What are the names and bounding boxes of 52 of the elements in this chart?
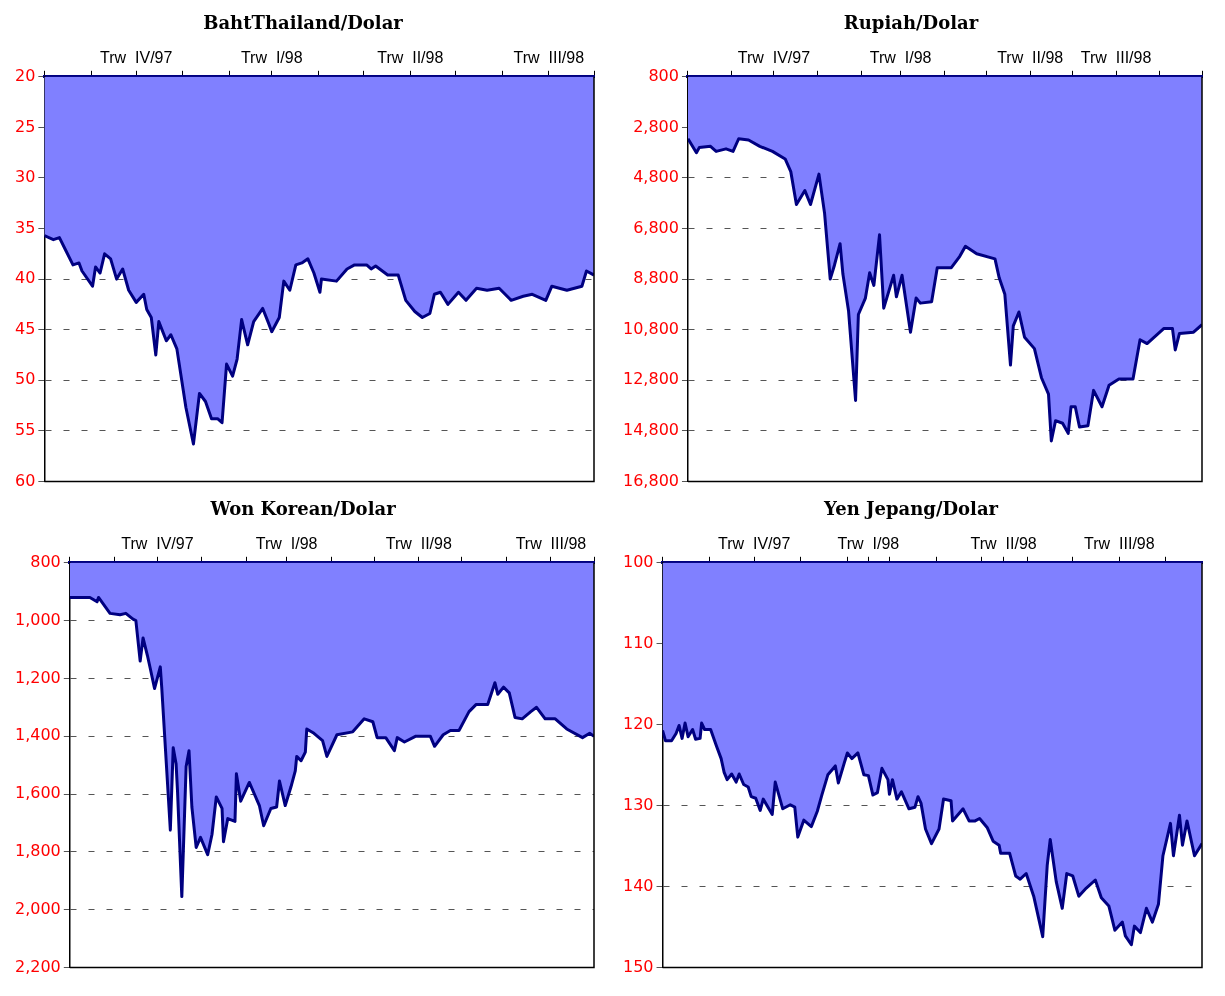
y-tick-label: 110 (622, 632, 654, 652)
x-tick-label: Trw III/98 (1084, 534, 1155, 552)
chart-title: Won Korean/Dolar (209, 498, 397, 520)
x-tick-label: Trw III/98 (515, 534, 587, 552)
y-tick-label: 20 (15, 65, 36, 85)
y-tick-label: 50 (15, 369, 36, 389)
y-tick-label: 150 (622, 956, 654, 976)
y-tick-label: 1,800 (14, 840, 61, 860)
y-tick-label: 130 (622, 794, 654, 814)
x-tick-label: Trw I/98 (255, 534, 318, 552)
y-tick-label: 1,000 (14, 609, 61, 629)
y-tick-label: 2,200 (14, 956, 61, 976)
y-tick-label: 14,800 (623, 419, 679, 439)
y-tick-label: 8,800 (633, 268, 679, 288)
x-tick-label: Trw IV/97 (100, 48, 173, 66)
y-tick-label: 800 (30, 551, 61, 571)
y-tick-label: 12,800 (623, 369, 679, 389)
x-tick-label: Trw I/98 (837, 534, 900, 552)
y-tick-label: 1,600 (14, 783, 61, 803)
y-tick-label: 10,800 (623, 318, 679, 338)
y-tick-label: 120 (622, 713, 654, 733)
y-tick-label: 6,800 (633, 217, 679, 237)
y-tick-label: 16,800 (623, 470, 679, 490)
x-tick-label: Trw II/98 (970, 534, 1037, 552)
y-tick-label: 40 (15, 268, 36, 288)
x-tick-label: Trw IV/97 (737, 48, 811, 66)
y-tick-label: 2,000 (14, 898, 61, 918)
x-tick-label: Trw I/98 (240, 48, 303, 66)
y-tick-label: 45 (15, 318, 36, 338)
y-tick-label: 55 (15, 419, 36, 439)
chart-title: BahtThailand/Dolar (203, 12, 404, 34)
x-tick-label: Trw II/98 (385, 534, 452, 552)
y-tick-label: 140 (622, 875, 654, 895)
y-tick-label: 800 (648, 65, 679, 85)
y-tick-label: 2,800 (633, 116, 679, 136)
x-tick-label: Trw IV/97 (718, 534, 791, 552)
x-tick-label: Trw IV/97 (121, 534, 194, 552)
x-tick-label: Trw II/98 (377, 48, 444, 66)
x-tick-label: Trw I/98 (869, 48, 932, 66)
chart-title: Rupiah/Dolar (843, 12, 979, 34)
y-tick-label: 35 (15, 217, 36, 237)
y-tick-label: 25 (15, 116, 36, 136)
y-tick-label: 1,200 (14, 667, 61, 687)
y-tick-label: 1,400 (14, 725, 61, 745)
x-tick-label: Trw II/98 (997, 48, 1064, 66)
x-tick-label: Trw III/98 (1080, 48, 1152, 66)
y-tick-label: 4,800 (633, 167, 679, 187)
y-tick-label: 30 (15, 167, 36, 187)
chart-title: Yen Jepang/Dolar (822, 498, 999, 520)
y-tick-label: 100 (622, 551, 654, 571)
x-tick-label: Trw III/98 (513, 48, 585, 66)
y-tick-label: 60 (15, 470, 36, 490)
